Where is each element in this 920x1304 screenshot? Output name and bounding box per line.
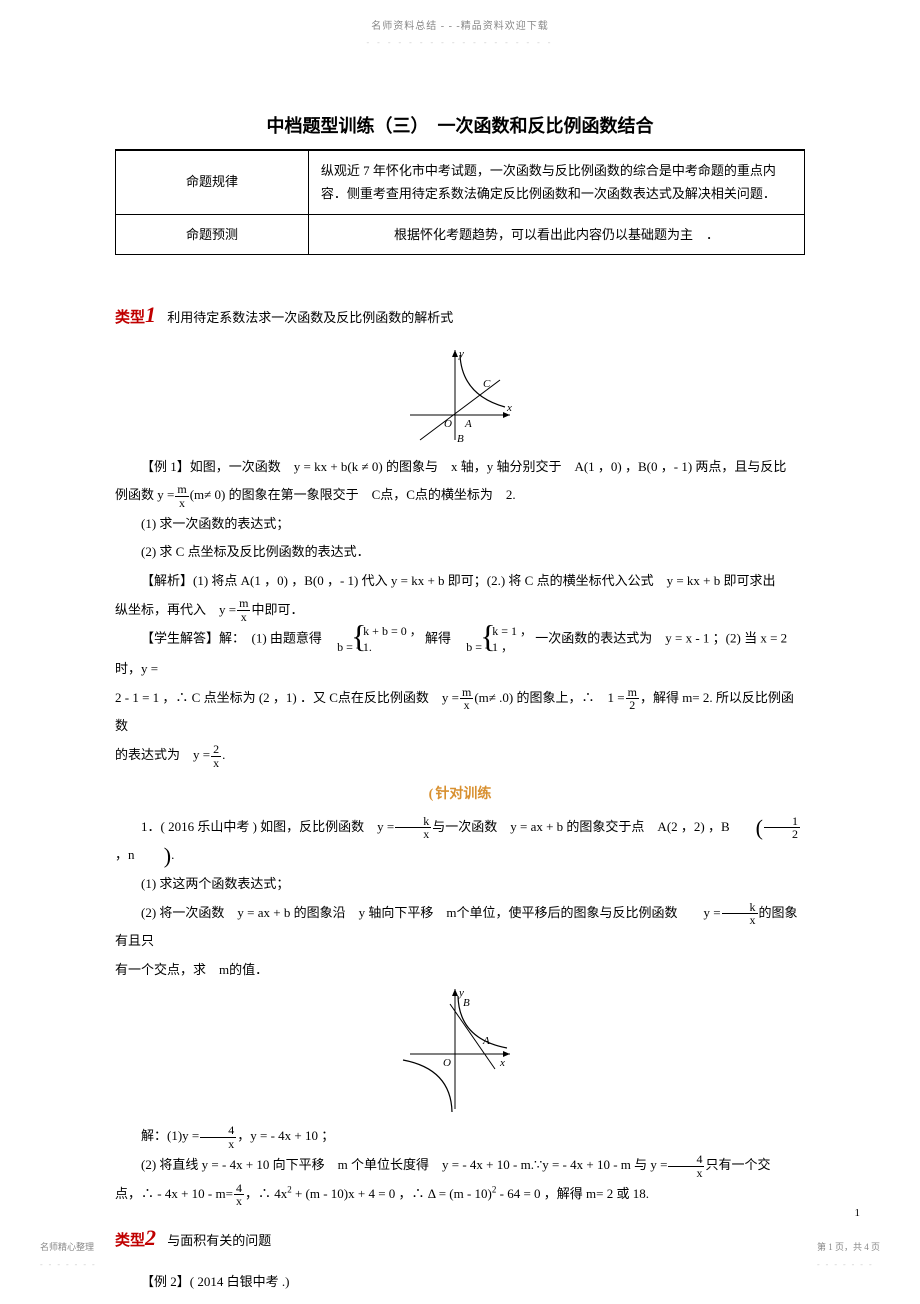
ex1-line1b: 例函数 y =mx(m≠ 0) 的图象在第一象限交于 C点，C点的横坐标为 2.: [115, 481, 805, 510]
text: 解得: [425, 631, 451, 646]
practice-header: 针对训练: [115, 782, 805, 807]
ex1-answer2: 2 - 1 = 1 ，∴ C 点坐标为 (2 ，1) ．又 C点在反比例函数 y…: [115, 684, 805, 741]
frac: 12: [764, 815, 800, 841]
text: - 64 = 0 ，解得 m= 2 或 18.: [496, 1186, 649, 1201]
frac: 4x: [234, 1182, 244, 1208]
page-content: 中档题型训练（三） 一次函数和反比例函数结合 命题规律 纵观近 7 年怀化市中考…: [0, 50, 920, 1296]
text: (2) 将直线 y = - 4x + 10 向下平移 m 个单位长度得 y = …: [141, 1157, 667, 1172]
table-row: 命题预测 根据怀化考题趋势，可以看出此内容仍以基础题为主 ．: [116, 214, 805, 254]
svg-text:B: B: [457, 433, 464, 445]
text: 只有一个交: [705, 1157, 770, 1172]
svg-text:O: O: [443, 1057, 451, 1069]
text: 【例 1】如图，一次函数 y = kx + b(k ≠ 0) 的图象与 x 轴，…: [141, 459, 786, 474]
frac: kx: [395, 815, 431, 841]
frac: mx: [237, 597, 250, 623]
cat-pre: 类型: [115, 310, 145, 326]
table-content: 纵观近 7 年怀化市中考试题，一次函数与反比例函数的综合是中考命题的重点内容．侧…: [308, 150, 804, 214]
text: 与一次函数 y = ax + b 的图象交于点 A(2 ，2) ，B: [432, 819, 729, 834]
prac1-q: 1．( 2016 乐山中考 ) 如图，反比例函数 y =kx与一次函数 y = …: [115, 813, 805, 870]
table-label: 命题规律: [116, 150, 309, 214]
svg-text:B: B: [463, 997, 470, 1009]
ex1-answer: 【学生解答】解： (1) 由题意得 k + b = 0 ，b = - 1. 解得…: [115, 624, 805, 684]
text: .: [222, 747, 225, 762]
category-1: 类型1 利用待定系数法求一次函数及反比例函数的解析式: [115, 295, 453, 335]
svg-text:A: A: [464, 418, 472, 430]
frac: 2x: [211, 743, 221, 769]
top-header: 名师资料总结 - - -精品资料欢迎下载: [0, 0, 920, 36]
page-number: 1: [855, 1204, 861, 1224]
sol1-l1: 解：(1)y =4x，y = - 4x + 10 ；: [115, 1122, 805, 1151]
prac1-q2: (2) 将一次函数 y = ax + b 的图象沿 y 轴向下平移 m个单位，使…: [115, 899, 805, 956]
prac1-q1: (1) 求这两个函数表达式；: [115, 870, 805, 899]
text: ，∴ 4x: [245, 1186, 287, 1201]
footer-right: 第 1 页，共 4 页 - - - - - - -: [817, 1239, 880, 1272]
prac1-q2b: 有一个交点，求 m的值．: [115, 956, 805, 985]
graph-2: y x O B A: [395, 984, 525, 1114]
text: 2 - 1 = 1 ，∴ C 点坐标为 (2 ，1) ．又 C点在反比例函数 y…: [115, 690, 459, 705]
frac: 4x: [200, 1124, 236, 1150]
text: 点，∴ - 4x + 10 - m=: [115, 1186, 233, 1201]
frac: mx: [460, 686, 473, 712]
graph-1: y x O A B C: [395, 345, 525, 445]
ex1-q2: (2) 求 C 点坐标及反比例函数的表达式．: [115, 538, 805, 567]
ex1-line1: 【例 1】如图，一次函数 y = kx + b(k ≠ 0) 的图象与 x 轴，…: [115, 453, 805, 482]
cat-num: 2: [145, 1225, 156, 1250]
frac: 4x: [668, 1153, 704, 1179]
svg-text:O: O: [444, 418, 452, 430]
text: 解：(1)y =: [141, 1128, 199, 1143]
text: 【学生解答】解： (1) 由题意得: [141, 631, 322, 646]
text: ，n: [115, 847, 138, 862]
text: 纵坐标，再代入 y =: [115, 602, 236, 617]
top-dots: - - - - - - - - - - - - - - - - - -: [0, 36, 920, 50]
table-label: 命题预测: [116, 214, 309, 254]
frac: kx: [722, 901, 758, 927]
text: ，y = - 4x + 10 ；: [237, 1128, 334, 1143]
category-2: 类型2 与面积有关的问题: [115, 1218, 271, 1258]
ex1-answer3: 的表达式为 y =2x.: [115, 741, 805, 770]
frac: m2: [626, 686, 639, 712]
text: (m≠ .0) 的图象上，∴ 1 =: [474, 690, 624, 705]
cat-num: 1: [145, 302, 156, 327]
svg-text:x: x: [499, 1057, 505, 1069]
ex1-analysis: 【解析】(1) 将点 A(1 ，0) ，B(0 ，- 1) 代入 y = kx …: [115, 567, 805, 596]
sol1-l3: 点，∴ - 4x + 10 - m=4x，∴ 4x2 + (m - 10)x +…: [115, 1180, 805, 1209]
cat-pre: 类型: [115, 1233, 145, 1249]
text: 中即可．: [251, 602, 303, 617]
text: (m≠ 0) 的图象在第一象限交于 C点，C点的横坐标为 2.: [190, 487, 516, 502]
text: 1．( 2016 乐山中考 ) 如图，反比例函数 y =: [141, 819, 394, 834]
text: 例函数 y =: [115, 487, 174, 502]
brace-system: k + b = 0 ，b = - 1.: [325, 624, 422, 655]
sol1-l2: (2) 将直线 y = - 4x + 10 向下平移 m 个单位长度得 y = …: [115, 1151, 805, 1180]
text: + (m - 10)x + 4 = 0 ，∴ Δ = (m - 10): [292, 1186, 492, 1201]
footer-left: 名师精心整理 - - - - - - -: [40, 1239, 97, 1272]
svg-text:y: y: [458, 348, 464, 360]
text: 的表达式为 y =: [115, 747, 210, 762]
brace-system: k = 1 ，b = - 1 ，: [454, 624, 532, 655]
frac: mx: [175, 483, 188, 509]
page-title: 中档题型训练（三） 一次函数和反比例函数结合: [115, 110, 805, 149]
cat-title: 利用待定系数法求一次函数及反比例函数的解析式: [167, 310, 453, 325]
info-table: 命题规律 纵观近 7 年怀化市中考试题，一次函数与反比例函数的综合是中考命题的重…: [115, 150, 805, 255]
ex1-q1: (1) 求一次函数的表达式；: [115, 510, 805, 539]
svg-text:C: C: [483, 378, 491, 390]
ex2-l1: 【例 2】( 2014 白银中考 .): [115, 1268, 805, 1297]
svg-text:A: A: [482, 1035, 490, 1047]
cat-title: 与面积有关的问题: [167, 1233, 271, 1248]
text: (2) 将一次函数 y = ax + b 的图象沿 y 轴向下平移 m个单位，使…: [141, 905, 721, 920]
table-content: 根据怀化考题趋势，可以看出此内容仍以基础题为主 ．: [308, 214, 804, 254]
svg-text:x: x: [506, 402, 512, 414]
table-row: 命题规律 纵观近 7 年怀化市中考试题，一次函数与反比例函数的综合是中考命题的重…: [116, 150, 805, 214]
